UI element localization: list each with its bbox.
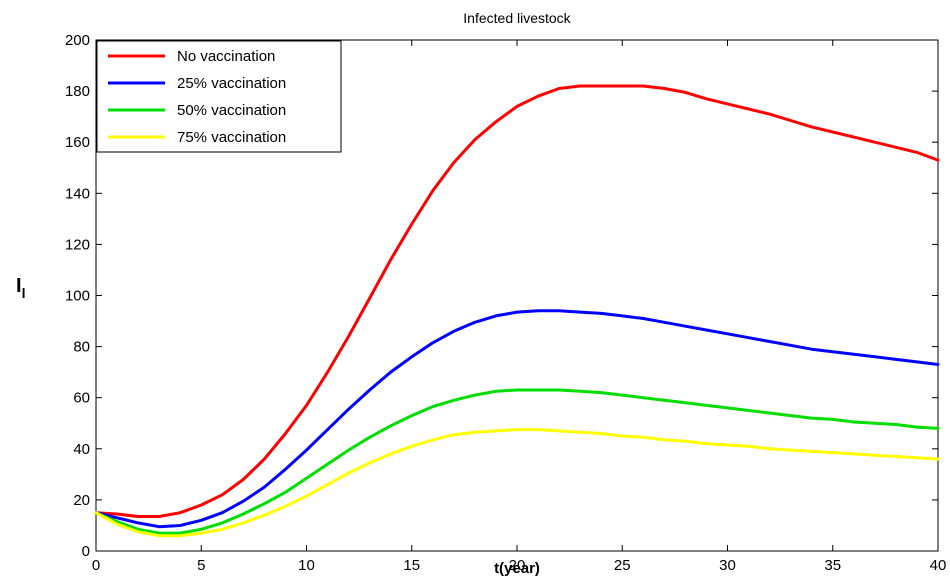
series-line-4	[94, 428, 940, 538]
series-lines	[94, 84, 940, 538]
y-tick-label: 200	[65, 32, 90, 49]
x-tick-label: 15	[403, 557, 420, 574]
x-tick-label: 35	[824, 557, 841, 574]
x-tick-label: 5	[197, 557, 205, 574]
y-axis-label-main: I	[16, 275, 22, 297]
legend-label: No vaccination	[177, 48, 275, 65]
series-line-2	[94, 309, 940, 529]
legend: No vaccination 25% vaccination 50% vaccina…	[96, 40, 342, 153]
y-tick-label: 20	[73, 492, 90, 509]
y-tick-label: 60	[73, 390, 90, 407]
chart-title: Infected livestock	[463, 10, 571, 26]
y-axis-label: Il	[16, 275, 25, 301]
y-tick-label: 180	[65, 83, 90, 100]
y-axis-label-subscript: l	[22, 285, 26, 301]
x-tick-label: 30	[719, 557, 736, 574]
y-tick-label: 160	[65, 134, 90, 151]
x-axis-tick-labels: 0 5 10 15 20 25 30 35 40	[92, 557, 947, 574]
y-tick-label: 100	[65, 288, 90, 305]
y-tick-label: 0	[82, 543, 90, 560]
x-axis-label: t(year)	[494, 560, 540, 577]
y-tick-label: 40	[73, 441, 90, 458]
x-tick-label: 25	[614, 557, 631, 574]
x-tick-label: 40	[930, 557, 947, 574]
series-line-1	[94, 84, 940, 518]
y-tick-label: 120	[65, 236, 90, 253]
legend-label: 25% vaccination	[177, 75, 286, 92]
legend-box	[96, 40, 342, 153]
x-tick-label: 10	[298, 557, 315, 574]
x-tick-label: 20	[509, 557, 526, 574]
y-tick-label: 140	[65, 185, 90, 202]
series-line-3	[94, 388, 940, 535]
x-tick-label: 0	[92, 557, 100, 574]
legend-label: 75% vaccination	[177, 129, 286, 146]
y-tick-label: 80	[73, 339, 90, 356]
legend-label: 50% vaccination	[177, 102, 286, 119]
y-axis-tick-labels: 0 20 40 60 80 100 120 140 160 180 200	[65, 32, 90, 560]
